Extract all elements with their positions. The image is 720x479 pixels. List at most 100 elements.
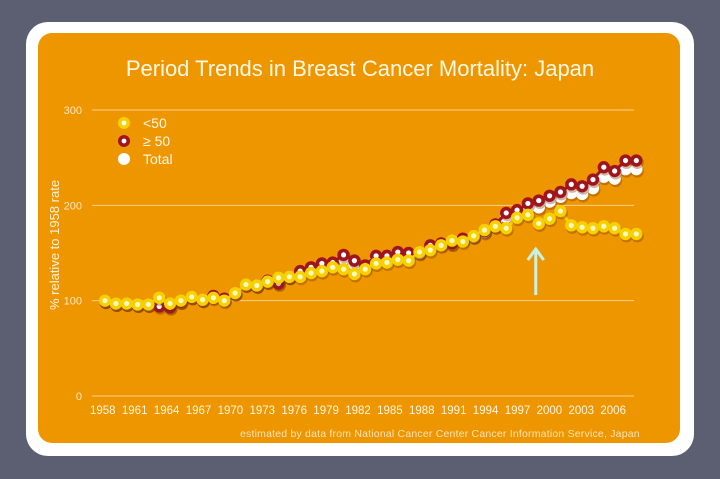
- legend-marker-highlight: [121, 120, 127, 126]
- data-point-highlight: [546, 193, 553, 199]
- data-point-highlight: [536, 197, 542, 204]
- data-point-highlight: [189, 294, 195, 300]
- data-point-highlight: [124, 300, 130, 307]
- data-point-highlight: [319, 260, 325, 267]
- x-tick-label: 1970: [218, 405, 244, 417]
- data-point-highlight: [416, 249, 423, 255]
- data-point-highlight: [590, 225, 596, 231]
- data-point-highlight: [362, 266, 368, 272]
- data-point-highlight: [612, 168, 618, 174]
- x-tick-label: 2000: [537, 405, 563, 417]
- data-point-highlight: [134, 301, 141, 308]
- legend-label: <50: [143, 115, 167, 131]
- data-point-highlight: [286, 274, 292, 280]
- data-point-highlight: [525, 200, 531, 207]
- data-point-highlight: [319, 268, 325, 274]
- data-point-highlight: [622, 231, 629, 237]
- data-point-highlight: [568, 190, 574, 196]
- data-point-highlight: [568, 181, 574, 187]
- data-point-highlight: [492, 223, 498, 229]
- annotation-arrow-head: [526, 246, 545, 261]
- x-tick-label: 1961: [122, 405, 148, 417]
- data-point-highlight: [514, 215, 520, 221]
- data-point-highlight: [395, 257, 401, 263]
- x-tick-label: 1976: [281, 405, 307, 417]
- data-point-highlight: [438, 242, 444, 248]
- data-point-highlight: [579, 191, 585, 197]
- data-point-highlight: [145, 301, 151, 308]
- data-point-highlight: [525, 212, 531, 218]
- data-point-highlight: [601, 174, 607, 180]
- data-point-highlight: [460, 238, 466, 245]
- data-point-highlight: [427, 247, 433, 253]
- data-point-highlight: [406, 258, 412, 264]
- data-point-highlight: [373, 260, 379, 267]
- data-point-highlight: [633, 166, 639, 172]
- data-point-highlight: [557, 189, 564, 195]
- y-tick-label: 300: [64, 105, 82, 117]
- y-axis-label: % relative to 1958 rate: [47, 180, 62, 310]
- x-tick-label: 1979: [313, 405, 339, 417]
- data-point-highlight: [351, 258, 358, 264]
- data-point-highlight: [579, 224, 585, 230]
- y-tick-label: 100: [64, 296, 82, 308]
- data-point-highlight: [156, 295, 162, 301]
- data-point-highlight: [395, 249, 401, 255]
- x-tick-label: 2003: [569, 405, 595, 417]
- data-point-highlight: [622, 157, 629, 164]
- legend-label: ≥ 50: [143, 133, 170, 149]
- data-point-highlight: [449, 238, 455, 244]
- data-point-highlight: [601, 164, 607, 170]
- x-tick-label: 1973: [250, 405, 276, 417]
- data-point-highlight: [167, 300, 173, 307]
- data-point-highlight: [308, 270, 314, 276]
- data-point-highlight: [156, 303, 162, 309]
- data-point-highlight: [568, 222, 574, 228]
- data-point-highlight: [102, 298, 108, 304]
- x-tick-label: 1985: [377, 405, 403, 417]
- series-line: [104, 159, 637, 309]
- data-point-highlight: [275, 275, 282, 281]
- data-point-highlight: [406, 250, 412, 256]
- data-point-highlight: [633, 157, 639, 164]
- x-tick-label: 1958: [90, 405, 116, 417]
- data-point-highlight: [384, 259, 390, 266]
- data-point-highlight: [590, 176, 596, 183]
- x-tick-label: 1964: [154, 405, 180, 417]
- data-point-highlight: [471, 233, 477, 239]
- data-point-highlight: [373, 253, 379, 259]
- data-point-highlight: [199, 297, 206, 303]
- x-tick-label: 2006: [600, 405, 626, 417]
- data-point-highlight: [330, 264, 336, 270]
- data-point-highlight: [546, 216, 553, 222]
- data-point-highlight: [243, 281, 249, 288]
- x-tick-label: 1988: [409, 405, 435, 417]
- data-point-highlight: [503, 225, 509, 231]
- x-tick-label: 1967: [186, 405, 212, 417]
- data-point-highlight: [633, 231, 639, 237]
- chart-panel: [38, 33, 680, 443]
- data-point-highlight: [351, 271, 358, 277]
- data-point-highlight: [297, 274, 303, 280]
- data-point-highlight: [514, 207, 520, 213]
- y-tick-label: 0: [76, 391, 82, 403]
- y-tick-label: 200: [64, 200, 82, 212]
- data-point-highlight: [178, 298, 184, 304]
- data-point-highlight: [113, 300, 119, 307]
- data-point-highlight: [579, 183, 585, 189]
- data-point-highlight: [622, 166, 629, 172]
- x-tick-label: 1997: [505, 405, 531, 417]
- legend-marker-highlight: [121, 156, 127, 162]
- source-note: estimated by data from National Cancer C…: [240, 428, 640, 440]
- data-point-highlight: [536, 220, 542, 227]
- data-point-highlight: [612, 176, 618, 182]
- data-point-highlight: [210, 295, 217, 301]
- data-point-highlight: [557, 208, 564, 214]
- x-tick-label: 1991: [441, 405, 467, 417]
- chart-title: Period Trends in Breast Cancer Mortality…: [125, 56, 595, 81]
- x-tick-label: 1994: [473, 405, 499, 417]
- data-point-highlight: [601, 223, 607, 229]
- data-point-highlight: [340, 252, 347, 258]
- data-point-highlight: [221, 298, 227, 304]
